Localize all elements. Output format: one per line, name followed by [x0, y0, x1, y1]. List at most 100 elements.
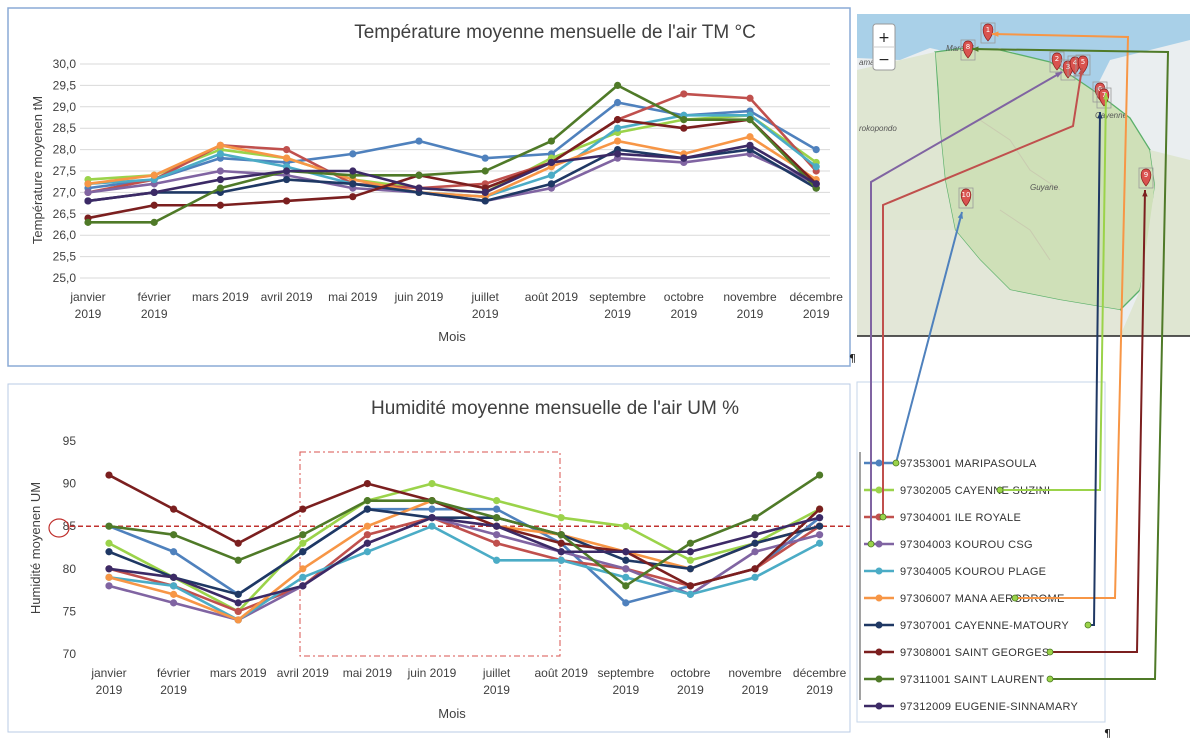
- data-point: [614, 98, 622, 107]
- map-pin-marker: [960, 188, 972, 207]
- y-tick-label: 29,0: [53, 100, 77, 114]
- data-point: [105, 522, 113, 530]
- x-tick-label: novembre 2019: [723, 290, 777, 321]
- map-pin-marker: [962, 40, 974, 59]
- connector-start-dot: [996, 486, 1004, 494]
- station-map[interactable]: Marowij Guyane rokopondo amaribo Cayenne…: [857, 14, 1190, 336]
- y-tick-label: 75: [63, 604, 77, 618]
- data-point: [816, 514, 824, 522]
- map-pin-number: 4: [1073, 59, 1078, 67]
- temperature-series: [84, 81, 820, 226]
- connector-saint-georges: [1046, 189, 1148, 656]
- map-label-cayenne: Cayenne: [1095, 111, 1128, 120]
- legend-marker: [875, 702, 883, 710]
- x-tick-label: avril 2019: [277, 666, 329, 680]
- zoom-out-button[interactable]: −: [878, 52, 890, 68]
- series-line: [108, 524, 821, 622]
- x-tick-label: mai 2019: [343, 666, 393, 680]
- legend-frame: [856, 381, 1106, 723]
- data-point: [170, 573, 178, 581]
- data-point: [547, 158, 556, 167]
- y-tick-label: 27,0: [53, 185, 77, 199]
- map-pin[interactable]: 10: [958, 187, 974, 209]
- connector-start-dot: [1011, 594, 1019, 602]
- legend-label: 97306007 MANA AERODROME: [900, 593, 1065, 605]
- connector-mana-aerodrome: [991, 31, 1130, 602]
- map-pin-number: 6: [1098, 85, 1103, 93]
- data-point: [283, 197, 291, 205]
- legend-item-saint-georges: 97308001 SAINT GEORGES: [864, 647, 1049, 659]
- map-pin-number: 7: [1102, 91, 1106, 99]
- map-pin[interactable]: 5: [1075, 54, 1091, 76]
- connector-arrowhead: [972, 46, 979, 52]
- zoom-in-button[interactable]: +: [878, 30, 890, 46]
- connector-arrowhead: [1103, 93, 1109, 100]
- x-tick-label-line: août 2019: [535, 666, 589, 680]
- x-tick-label: janvier 2019: [69, 290, 105, 321]
- x-tick-label-line: 2019: [742, 683, 769, 697]
- data-point: [614, 124, 622, 132]
- temperature-x-ticks: janvier 2019 février 2019 mars 2019 avril 201…: [69, 290, 843, 321]
- data-point: [105, 565, 113, 573]
- legend-map-connectors: [867, 31, 1170, 683]
- map-pin-marker: [1077, 55, 1089, 74]
- data-point: [557, 539, 565, 547]
- data-point: [349, 193, 357, 201]
- x-tick-label-line: janvier: [90, 666, 126, 680]
- map-pin[interactable]: 2: [1049, 51, 1065, 73]
- data-point: [84, 180, 92, 188]
- series-line: [87, 144, 817, 203]
- x-tick-label-line: juin 2019: [407, 666, 457, 680]
- data-point: [283, 175, 291, 184]
- map-pin[interactable]: 9: [1138, 167, 1154, 189]
- x-tick-label: juillet 2019: [482, 666, 511, 697]
- data-point: [84, 218, 92, 226]
- connector-kourou-csg: [867, 71, 1063, 548]
- map-roads: [979, 119, 1061, 261]
- data-point: [170, 505, 178, 513]
- y-tick-label: 70: [63, 647, 77, 661]
- x-tick-label-line: 2019: [160, 683, 187, 697]
- data-point: [363, 497, 371, 505]
- y-tick-label: 25,0: [53, 271, 77, 285]
- x-tick-label: décembre 2019: [790, 290, 844, 321]
- data-point: [216, 175, 224, 184]
- x-tick-label-line: mars 2019: [192, 290, 249, 304]
- data-point: [283, 154, 291, 162]
- data-point: [363, 548, 371, 556]
- y-tick-label: 27,5: [53, 164, 77, 178]
- series-line: [108, 516, 820, 622]
- data-point: [547, 180, 556, 188]
- data-point: [349, 180, 357, 188]
- x-tick-label: octobre 2019: [670, 666, 710, 697]
- map-pin[interactable]: 8: [960, 39, 976, 61]
- series-line: [108, 507, 820, 596]
- connector-cayenne-suzini: [996, 92, 1109, 494]
- data-point: [622, 556, 630, 564]
- humidity-y-axis-label: Humidité moyenen UM: [28, 482, 43, 614]
- connector-line: [991, 33, 1130, 599]
- map-label-guyane: Guyane: [1030, 183, 1059, 192]
- data-point: [234, 590, 242, 598]
- x-tick-label-line: avril 2019: [277, 666, 329, 680]
- data-point: [746, 141, 754, 149]
- legend-label: 97304001 ILE ROYALE: [900, 512, 1021, 524]
- data-point: [751, 514, 759, 522]
- data-point: [493, 497, 501, 505]
- x-tick-label-line: 2019: [670, 307, 697, 321]
- series-line: [87, 135, 817, 198]
- x-tick-label-line: 2019: [604, 307, 631, 321]
- temperature-y-ticks: 25,0 25,5 26,0 26,5 27,0 27,5 28,0 28,5 29,0 29,5…: [53, 57, 77, 285]
- x-tick-label-line: septembre: [589, 290, 646, 304]
- x-tick-label: décembre 2019: [793, 666, 847, 697]
- map-suriname: [857, 52, 955, 240]
- legend-label: 97311001 SAINT LAURENT: [900, 674, 1044, 686]
- x-tick-label-line: octobre: [664, 290, 704, 304]
- temperature-y-axis-label: Température moyenen tM: [30, 96, 45, 244]
- data-point: [680, 116, 688, 124]
- legend-marker: [875, 486, 883, 494]
- data-point: [105, 539, 113, 547]
- connector-line: [1050, 189, 1146, 653]
- data-point: [614, 81, 622, 89]
